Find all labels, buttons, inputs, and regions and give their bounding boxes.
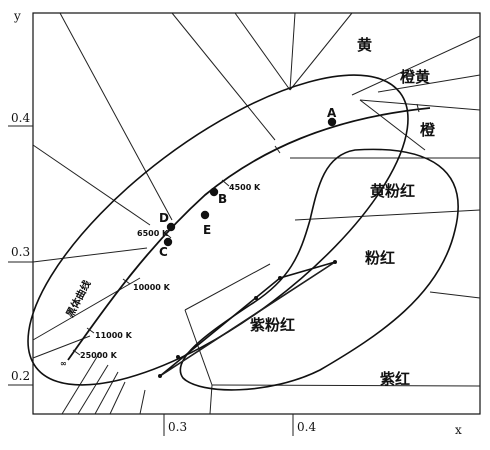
boundary-line	[184, 263, 271, 311]
region-pink-label: 粉红	[365, 249, 395, 267]
boundary-line	[32, 144, 151, 226]
triangle-vertex	[278, 276, 282, 280]
boundary-line	[289, 12, 296, 91]
point-d-marker	[166, 222, 176, 232]
point-a-marker	[327, 117, 337, 127]
blackbody-locus	[67, 107, 431, 361]
boundary-line	[359, 99, 481, 111]
y-tick-label: 0.4	[11, 111, 30, 125]
region-yellow-label: 黄	[357, 36, 372, 54]
temp-25000-label: 25000 K	[80, 351, 118, 360]
region-orange-yellow-label: 橙黄	[400, 68, 430, 86]
tolerance-region-pink	[179, 148, 459, 391]
boundary-line	[359, 99, 426, 151]
boundary-line	[184, 309, 213, 386]
region-purple-red-label: 紫红	[380, 370, 410, 388]
boundary-line	[59, 12, 173, 221]
temp-6500-label: 6500 K	[137, 229, 169, 238]
region-yellow-pink-label: 黄粉红	[370, 182, 415, 200]
x-tick-label: 0.4	[297, 420, 316, 434]
locus-tick	[86, 327, 95, 334]
locus-tick	[416, 103, 420, 113]
boundary-line	[294, 209, 481, 221]
point-e-label: E	[203, 223, 211, 237]
locus-tick	[122, 278, 131, 285]
boundary-line	[234, 12, 291, 91]
boundary-line	[109, 381, 126, 415]
boundary-line	[32, 247, 148, 263]
y-tick-label: 0.2	[11, 369, 30, 383]
locus-ticks	[72, 103, 420, 356]
region-purple-pink-label: 紫粉红	[250, 316, 295, 334]
point-a-label: A	[327, 106, 337, 120]
boundary-line	[32, 277, 141, 341]
x-axis-ticks	[163, 414, 294, 436]
region-boundaries	[32, 12, 481, 415]
triangle-vertex	[254, 296, 258, 300]
boundary-line	[77, 364, 109, 415]
boundary-line	[32, 335, 91, 359]
point-b-label: B	[218, 192, 227, 206]
point-b-marker	[209, 187, 219, 197]
y-tick-label: 0.3	[11, 245, 30, 259]
tolerance-ellipse-large	[27, 74, 409, 386]
y-axis-ticks	[8, 125, 33, 386]
temp-10000-label: 10000 K	[133, 283, 171, 292]
region-orange-label: 橙	[420, 121, 436, 139]
x-tick-label: 0.3	[168, 420, 187, 434]
boundary-line	[171, 12, 276, 141]
triangle-edge	[159, 261, 336, 377]
point-c-marker	[163, 237, 173, 247]
purple-triangle	[158, 260, 337, 378]
boundary-line	[94, 371, 119, 415]
triangle-vertex	[158, 374, 162, 378]
boundary-line	[61, 351, 101, 415]
boundary-line	[429, 291, 481, 299]
boundary-line	[211, 384, 481, 387]
temp-infinity-label: ∞	[60, 359, 67, 368]
locus-tick	[274, 145, 281, 154]
triangle-vertex	[333, 260, 337, 264]
boundary-line	[289, 12, 353, 91]
y-axis-title: y	[13, 9, 21, 23]
temp-4500-label: 4500 K	[229, 183, 261, 192]
boundary-line	[209, 384, 213, 415]
temp-11000-label: 11000 K	[95, 331, 133, 340]
x-axis-title: x	[455, 423, 462, 437]
locus-tick	[163, 231, 172, 239]
boundary-line	[377, 74, 481, 93]
point-c-label: C	[159, 245, 168, 259]
locus-tick	[72, 349, 81, 356]
locus-tick	[221, 179, 230, 187]
triangle-vertex	[176, 355, 180, 359]
plot-frame	[32, 12, 481, 415]
boundary-line	[139, 389, 146, 415]
point-e-marker	[200, 210, 210, 220]
point-d-label: D	[159, 211, 169, 225]
boundary-line	[351, 35, 481, 96]
